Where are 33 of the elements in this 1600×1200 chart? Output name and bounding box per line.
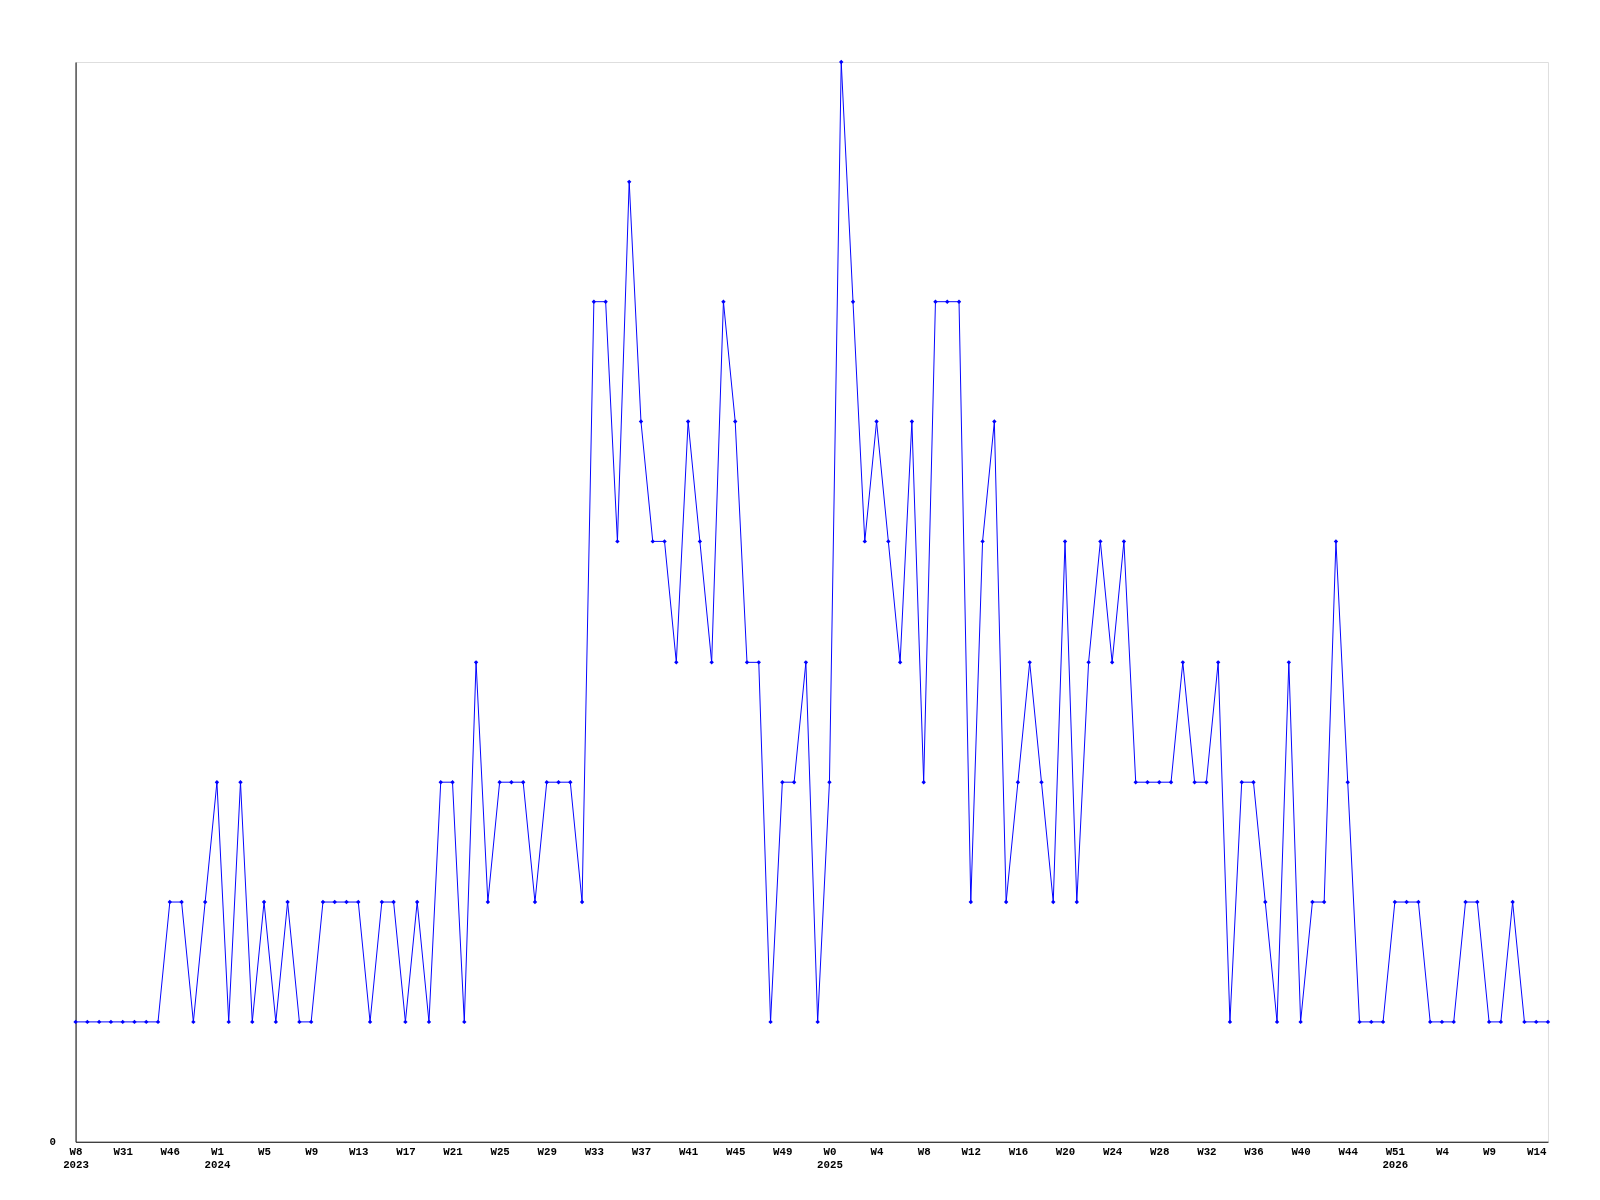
x-tick-label: W51 2026 [1382, 1146, 1409, 1171]
x-tick-label: W33 [584, 1146, 605, 1158]
x-tick-label: W9 [305, 1146, 319, 1158]
x-tick-label: W1 2024 [204, 1146, 231, 1171]
x-tick-label: W29 [537, 1146, 557, 1158]
x-tick-label: W32 [1197, 1146, 1217, 1158]
x-tick-label: W4 [870, 1146, 885, 1158]
x-tick-label: W5 [258, 1146, 272, 1158]
x-tick-label: W31 [113, 1146, 134, 1158]
x-tick-label: W17 [396, 1146, 416, 1158]
x-tick-label: W41 [678, 1146, 699, 1158]
x-tick-label: W4 [1435, 1146, 1450, 1158]
x-tick-label: W9 [1483, 1146, 1497, 1158]
x-tick-label: W36 [1244, 1146, 1264, 1158]
x-tick-label: W8 [917, 1146, 931, 1158]
x-tick-label: W46 [160, 1146, 181, 1158]
x-tick-label: W8 2023 [63, 1146, 90, 1171]
text: 0 [49, 1135, 56, 1148]
x-tick-label: W37 [631, 1146, 652, 1158]
x-tick-label: W16 [1008, 1146, 1029, 1158]
x-tick-label: W13 [349, 1146, 369, 1158]
x-tick-label: W44 [1338, 1146, 1359, 1158]
x-tick-label: W12 [961, 1146, 981, 1158]
x-tick-label: W0 2025 [816, 1146, 843, 1171]
x-tick-label: W20 [1055, 1146, 1076, 1158]
x-tick-label: W28 [1150, 1146, 1170, 1158]
x-tick-label: W21 [443, 1146, 464, 1158]
x-tick-label: W14 [1526, 1146, 1547, 1158]
x-tick-label: W45 [725, 1146, 746, 1158]
x-tick-label: W25 [490, 1146, 510, 1158]
x-tick-label: W24 [1102, 1146, 1123, 1158]
x-tick-label: W49 [773, 1146, 793, 1158]
x-tick-label: W40 [1291, 1146, 1311, 1158]
